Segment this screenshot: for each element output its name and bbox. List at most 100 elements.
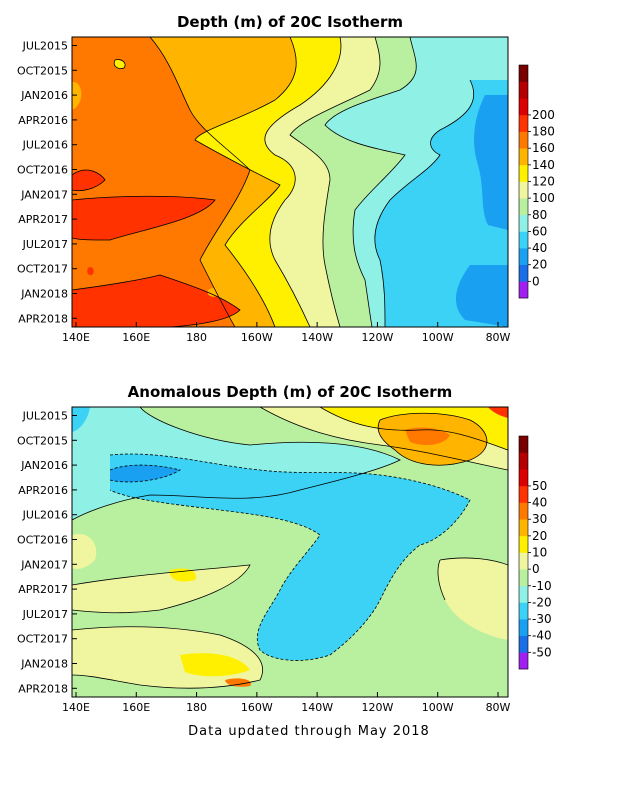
colorbar-tick-label: 140 <box>532 158 555 172</box>
heatmap-field <box>72 37 508 327</box>
y-tick-label: APR2017 <box>18 583 68 596</box>
colorbar-tick-label: -40 <box>532 629 552 643</box>
y-tick-label: JAN2017 <box>20 558 68 571</box>
colorbar-swatch <box>519 248 528 266</box>
colorbar-swatch <box>519 65 528 82</box>
colorbar-tick-label: 200 <box>532 108 555 122</box>
colorbar-tick-label: 20 <box>532 258 547 272</box>
colorbar-tick-label: 50 <box>532 479 547 493</box>
y-tick-label: OCT2016 <box>17 164 68 177</box>
chart-anomaly-panel: Anomalous Depth (m) of 20C Isotherm <box>17 383 552 714</box>
data-updated-note: Data updated through May 2018 <box>188 724 430 739</box>
colorbar-swatch <box>519 281 528 299</box>
colorbar-swatch <box>519 114 528 132</box>
x-tick-label: 100W <box>422 701 454 714</box>
colorbar-swatch <box>519 502 528 520</box>
colorbar-swatch <box>519 198 528 216</box>
colorbar-swatch <box>519 552 528 570</box>
y-tick-label: APR2016 <box>18 484 68 497</box>
x-tick-label: 160E <box>122 331 150 344</box>
y-tick-label: JAN2018 <box>20 658 68 671</box>
y-tick-label: JUL2016 <box>22 139 68 152</box>
colorbar-tick-label: 60 <box>532 224 547 238</box>
y-tick-label: JUL2015 <box>22 410 68 423</box>
colorbar-swatch <box>519 585 528 603</box>
colorbar: -50 -40 -30 -20 -10 0 10 20 30 40 50 <box>518 435 552 670</box>
colorbar-tick-label: -30 <box>532 612 552 626</box>
y-tick-label: APR2018 <box>18 682 68 695</box>
plot-frame <box>71 406 509 698</box>
colorbar-swatch <box>519 436 528 453</box>
colorbar-tick-label: 20 <box>532 529 547 543</box>
chart-title: Anomalous Depth (m) of 20C Isotherm <box>128 383 453 401</box>
colorbar: 0 20 40 60 80 100 120 140 160 180 200 <box>518 64 555 299</box>
x-tick-label: 160E <box>122 701 150 714</box>
y-tick-label: OCT2015 <box>17 434 68 447</box>
x-tick-label: 140W <box>301 331 333 344</box>
colorbar-tick-label: 0 <box>532 274 540 288</box>
y-tick-label: OCT2016 <box>17 534 68 547</box>
x-tick-label: 180 <box>186 331 207 344</box>
chart-title: Depth (m) of 20C Isotherm <box>177 13 403 31</box>
x-axis: 140E 160E 180 160W 140W 120W 100W 80W <box>62 692 511 714</box>
colorbar-swatch <box>519 602 528 620</box>
colorbar-tick-label: 40 <box>532 241 547 255</box>
x-tick-label: 120W <box>361 331 393 344</box>
colorbar-swatch <box>519 214 528 232</box>
colorbar-tick-label: -50 <box>532 645 552 659</box>
colorbar-swatch <box>519 469 528 487</box>
chart-depth-panel: Depth (m) of 20C Isotherm <box>17 13 555 344</box>
x-tick-label: 120W <box>361 701 393 714</box>
x-axis: 140E 160E 180 160W 140W 120W 100W 80W <box>62 322 511 344</box>
y-axis: JUL2015 OCT2015 JAN2016 APR2016 JUL2016 OCT20… <box>17 40 77 325</box>
colorbar-swatch <box>519 148 528 166</box>
colorbar-tick-label: 180 <box>532 125 555 139</box>
colorbar-tick-label: 120 <box>532 175 555 189</box>
x-tick-label: 140W <box>301 701 333 714</box>
colorbar-swatch <box>519 569 528 587</box>
colorbar-tick-label: 0 <box>532 562 540 576</box>
colorbar-swatch <box>519 81 528 99</box>
y-tick-label: OCT2017 <box>17 633 68 646</box>
colorbar-swatch <box>519 98 528 116</box>
colorbar-tick-label: 100 <box>532 191 555 205</box>
y-tick-label: APR2018 <box>18 312 68 325</box>
x-tick-label: 180 <box>186 701 207 714</box>
y-tick-label: OCT2015 <box>17 64 68 77</box>
x-tick-label: 160W <box>241 701 273 714</box>
colorbar-swatch <box>519 652 528 670</box>
colorbar-swatch <box>519 535 528 553</box>
colorbar-swatch <box>519 264 528 282</box>
y-tick-label: JUL2017 <box>22 608 68 621</box>
colorbar-swatch <box>519 452 528 470</box>
colorbar-swatch <box>519 635 528 653</box>
y-tick-label: JUL2017 <box>22 238 68 251</box>
y-tick-label: JUL2016 <box>22 509 68 522</box>
x-tick-label: 140E <box>62 701 90 714</box>
x-tick-label: 80W <box>486 331 511 344</box>
x-tick-label: 140E <box>62 331 90 344</box>
colorbar-tick-label: 80 <box>532 208 547 222</box>
colorbar-swatch <box>519 231 528 249</box>
colorbar-swatch <box>519 485 528 503</box>
y-tick-label: JAN2017 <box>20 188 68 201</box>
y-tick-label: JAN2016 <box>20 459 68 472</box>
y-axis: JUL2015 OCT2015 JAN2016 APR2016 JUL2016 OCT20… <box>17 410 77 695</box>
colorbar-swatch <box>519 181 528 199</box>
x-tick-label: 160W <box>241 331 273 344</box>
colorbar-tick-label: 160 <box>532 141 555 155</box>
colorbar-tick-label: -10 <box>532 579 552 593</box>
colorbar-swatch <box>519 131 528 149</box>
colorbar-tick-label: 10 <box>532 546 547 560</box>
y-tick-label: JAN2018 <box>20 288 68 301</box>
colorbar-tick-label: 40 <box>532 496 547 510</box>
plot-frame <box>71 36 509 328</box>
x-tick-label: 80W <box>486 701 511 714</box>
y-tick-label: OCT2017 <box>17 263 68 276</box>
y-tick-label: JAN2016 <box>20 89 68 102</box>
colorbar-tick-label: -20 <box>532 595 552 609</box>
heatmap-field <box>72 407 508 697</box>
colorbar-tick-label: 30 <box>532 512 547 526</box>
colorbar-swatch <box>519 519 528 537</box>
y-tick-label: APR2016 <box>18 114 68 127</box>
